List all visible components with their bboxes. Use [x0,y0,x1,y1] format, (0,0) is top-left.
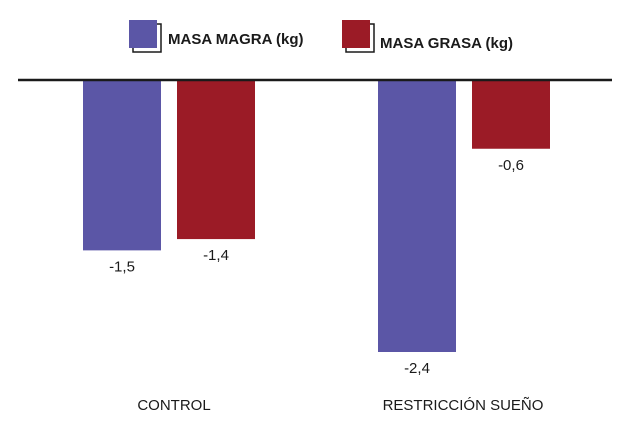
value-label-control-masa-grasa: -1,4 [203,247,229,264]
value-label-control-masa-magra: -1,5 [109,258,135,275]
legend-item-masa-magra: MASA MAGRA (kg) [129,20,304,53]
bars-layer [83,81,550,352]
bar-restriccion-sueno-masa-grasa [472,81,550,149]
legend-swatch-masa-grasa [342,20,370,48]
bar-control-masa-magra [83,81,161,251]
category-label-control: CONTROL [137,397,210,414]
bar-control-masa-grasa [177,81,255,240]
legend-item-masa-grasa: MASA GRASA (kg) [342,20,513,53]
legend-label-masa-grasa: MASA GRASA (kg) [380,35,513,52]
legend: MASA MAGRA (kg) MASA GRASA (kg) [129,20,513,53]
value-label-restriccion-sueno-masa-grasa: -0,6 [498,157,524,174]
category-axis: CONTROL RESTRICCIÓN SUEÑO [137,397,543,414]
legend-swatch-masa-magra [129,20,157,48]
value-label-restriccion-sueno-masa-magra: -2,4 [404,360,430,377]
legend-label-masa-magra: MASA MAGRA (kg) [168,31,304,48]
bar-restriccion-sueno-masa-magra [378,81,456,352]
labels-layer: -1,5 -1,4 -2,4 -0,6 [109,157,524,377]
category-label-restriccion-sueno: RESTRICCIÓN SUEÑO [383,397,544,414]
